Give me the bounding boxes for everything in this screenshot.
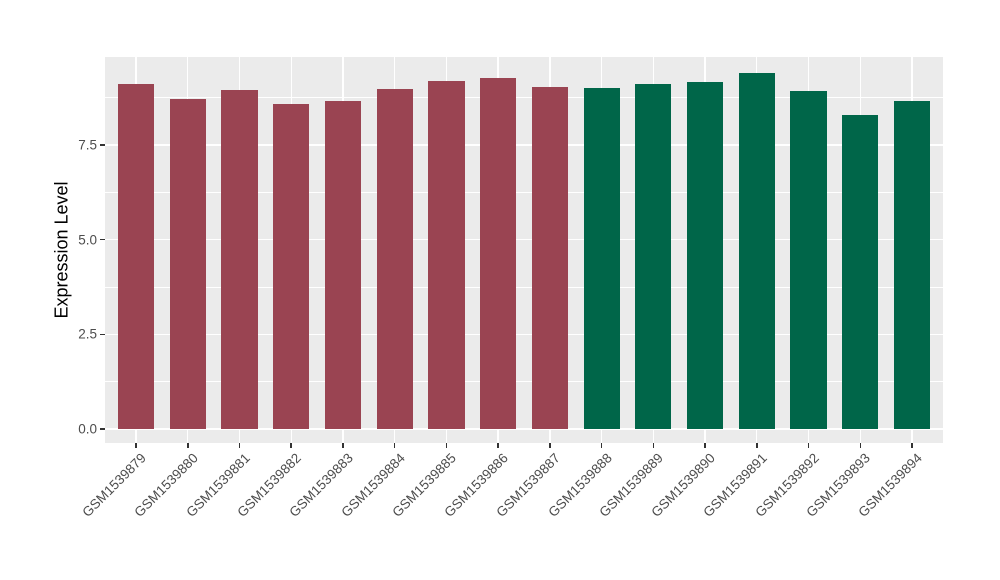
x-tick-mark — [497, 443, 499, 448]
bar — [428, 81, 465, 429]
major-gridline — [105, 238, 943, 241]
bar — [738, 73, 775, 429]
bar — [686, 82, 724, 429]
x-tick-mark — [342, 443, 344, 448]
y-tick-label: 7.5 — [78, 137, 97, 153]
x-tick-mark — [187, 443, 189, 448]
bar — [790, 90, 827, 429]
x-tick-mark — [445, 443, 448, 448]
y-tick-mark — [100, 238, 105, 241]
major-gridline — [105, 428, 943, 430]
bar — [842, 114, 879, 429]
bar — [376, 88, 413, 429]
x-tick-mark — [756, 443, 758, 448]
bar — [531, 87, 568, 429]
bar — [635, 83, 672, 429]
x-tick-mark — [238, 443, 241, 448]
major-gridline — [105, 144, 943, 146]
minor-gridline — [105, 381, 943, 382]
minor-gridline — [105, 97, 943, 98]
bar — [169, 98, 206, 429]
x-tick-mark — [807, 443, 810, 448]
y-tick-label: 0.0 — [78, 421, 97, 437]
x-tick-mark — [393, 443, 396, 448]
bar — [893, 100, 931, 429]
bar — [324, 101, 362, 429]
x-tick-mark — [652, 443, 655, 448]
y-tick-label: 2.5 — [78, 326, 97, 342]
y-tick-label: 5.0 — [78, 231, 97, 247]
x-tick-mark — [600, 443, 603, 448]
x-tick-mark — [704, 443, 706, 448]
x-tick-mark — [911, 443, 913, 448]
y-tick-mark — [100, 144, 105, 146]
bar — [117, 83, 155, 429]
minor-gridline — [105, 191, 943, 193]
minor-gridline — [105, 286, 943, 288]
major-gridline — [105, 333, 943, 336]
x-tick-mark — [135, 443, 137, 448]
bar — [273, 103, 310, 429]
x-tick-mark — [549, 443, 551, 448]
y-tick-mark — [100, 428, 105, 430]
x-tick-mark — [859, 443, 861, 448]
plot-panel — [105, 57, 943, 443]
y-axis-title: Expression Level — [51, 181, 72, 319]
bar — [480, 78, 517, 429]
bar — [221, 90, 258, 429]
y-tick-mark — [100, 333, 105, 336]
bar — [583, 87, 620, 429]
x-tick-mark — [290, 443, 292, 448]
